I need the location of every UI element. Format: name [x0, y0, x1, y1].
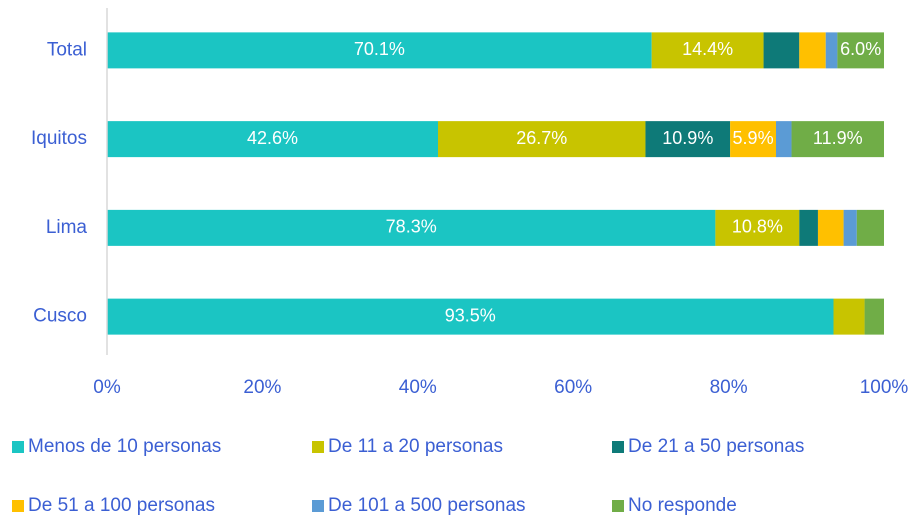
value-label: 5.9%: [733, 128, 774, 148]
bar-segment: [730, 121, 776, 158]
legend-swatch: [12, 500, 24, 512]
value-label: 78.3%: [386, 217, 437, 237]
bar-segment: [715, 209, 800, 246]
legend-swatch: [312, 500, 324, 512]
bar-segment: [791, 121, 884, 158]
value-label: 10.8%: [732, 217, 783, 237]
bar-segment: [651, 32, 764, 69]
y-tick-label: Iquitos: [31, 128, 87, 149]
legend-label: Menos de 10 personas: [28, 436, 221, 457]
legend-label: De 101 a 500 personas: [328, 495, 526, 516]
bar-segment: [438, 121, 646, 158]
x-tick-label: 40%: [399, 377, 437, 398]
bar-segment: [843, 209, 857, 246]
legend-label: De 11 a 20 personas: [328, 436, 503, 457]
bar-segment: [107, 121, 439, 158]
bar-segment: [817, 209, 844, 246]
y-tick-label: Lima: [46, 217, 88, 238]
y-tick-label: Total: [47, 39, 87, 60]
value-label: 42.6%: [247, 128, 298, 148]
value-label: 93.5%: [445, 305, 496, 325]
x-tick-label: 0%: [93, 377, 121, 398]
legend-swatch: [612, 500, 624, 512]
value-label: 14.4%: [682, 39, 733, 59]
bar-segment: [864, 298, 884, 335]
value-label: 26.7%: [516, 128, 567, 148]
bar-segment: [833, 298, 865, 335]
legend-label: De 51 a 100 personas: [28, 495, 215, 516]
x-tick-label: 60%: [554, 377, 592, 398]
bar-segment: [856, 209, 884, 246]
bar-segment: [799, 209, 818, 246]
x-tick-label: 100%: [860, 377, 909, 398]
x-tick-label: 20%: [243, 377, 281, 398]
bar-segment: [107, 209, 716, 246]
bar-segment: [107, 32, 652, 69]
value-label: 70.1%: [354, 39, 405, 59]
legend-swatch: [312, 441, 324, 453]
bar-segment: [645, 121, 731, 158]
legend-swatch: [12, 441, 24, 453]
bar-segment: [837, 32, 884, 69]
bar-segment: [799, 32, 826, 69]
bar-segment: [763, 32, 800, 69]
value-label: 6.0%: [840, 39, 881, 59]
bar-segment: [825, 32, 838, 69]
legend-label: De 21 a 50 personas: [628, 436, 804, 457]
value-label: 10.9%: [662, 128, 713, 148]
bar-segment: [107, 298, 834, 335]
x-tick-label: 80%: [710, 377, 748, 398]
legend-swatch: [612, 441, 624, 453]
bar-segment: [775, 121, 792, 158]
legend-label: No responde: [628, 495, 737, 516]
value-label: 11.9%: [813, 128, 863, 148]
y-tick-label: Cusco: [33, 306, 87, 327]
